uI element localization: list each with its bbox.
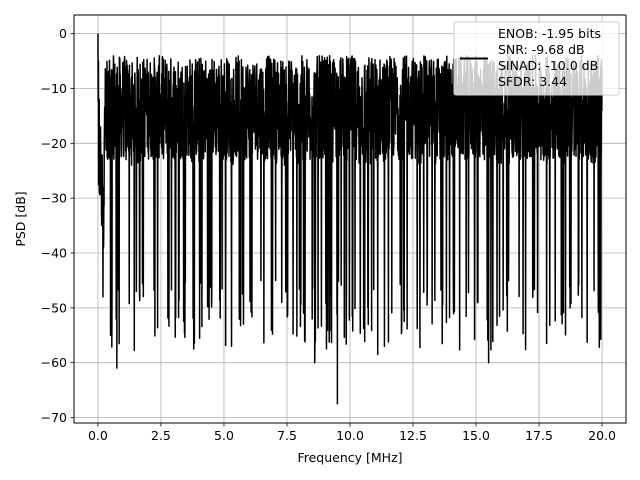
legend-line-enob: ENOB: -1.95 bits bbox=[498, 26, 601, 41]
x-tick-label: 15.0 bbox=[462, 428, 490, 443]
y-tick-label: −60 bbox=[41, 355, 67, 370]
x-tick-label: 5.0 bbox=[214, 428, 234, 443]
x-axis: 0.0 2.5 5.0 7.5 10.0 12.5 15.0 17.5 20.0 bbox=[88, 423, 616, 443]
y-tick-label: −30 bbox=[41, 191, 67, 206]
y-tick-label: −40 bbox=[41, 246, 67, 261]
legend-line-sinad: SINAD: -10.0 dB bbox=[498, 58, 598, 73]
x-axis-title: Frequency [MHz] bbox=[297, 450, 402, 465]
y-tick-label: −70 bbox=[41, 410, 67, 425]
x-tick-label: 10.0 bbox=[336, 428, 364, 443]
y-axis-title: PSD [dB] bbox=[13, 191, 28, 246]
x-tick-label: 20.0 bbox=[588, 428, 616, 443]
legend-line-snr: SNR: -9.68 dB bbox=[498, 42, 585, 57]
x-tick-label: 17.5 bbox=[525, 428, 553, 443]
x-tick-label: 2.5 bbox=[151, 428, 171, 443]
y-axis: 0 −10 −20 −30 −40 −50 −60 −70 bbox=[41, 26, 74, 425]
y-tick-label: 0 bbox=[59, 26, 67, 41]
legend-box bbox=[453, 21, 620, 96]
x-tick-label: 7.5 bbox=[277, 428, 297, 443]
x-tick-label: 0.0 bbox=[88, 428, 108, 443]
y-tick-label: −50 bbox=[41, 300, 67, 315]
legend-line-sfdr: SFDR: 3.44 bbox=[498, 74, 567, 89]
legend: ENOB: -1.95 bits SNR: -9.68 dB SINAD: -1… bbox=[453, 21, 620, 96]
y-tick-label: −20 bbox=[41, 136, 67, 151]
y-tick-label: −10 bbox=[41, 81, 67, 96]
x-tick-label: 12.5 bbox=[399, 428, 427, 443]
